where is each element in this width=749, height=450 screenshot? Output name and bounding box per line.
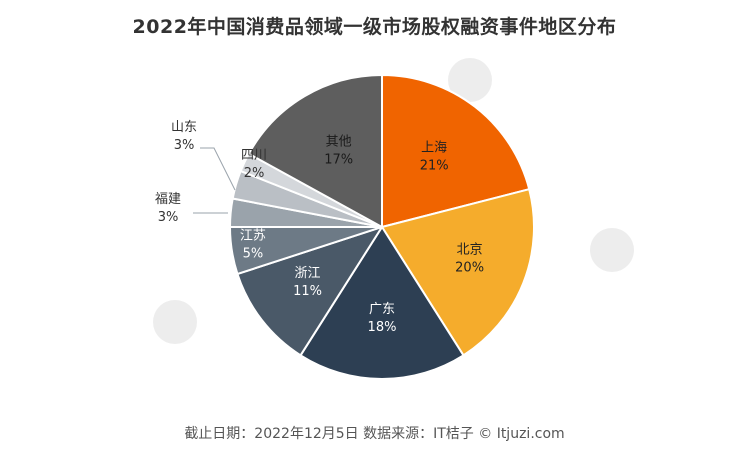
chart-title: 2022年中国消费品领域一级市场股权融资事件地区分布 — [132, 16, 617, 38]
pie-slice-浙江 — [236, 225, 385, 357]
slice-label-福建: 福建 — [155, 192, 181, 207]
pie-slice-上海 — [381, 73, 531, 229]
leader-line-山东 — [200, 147, 236, 191]
slice-value-广东: 18% — [368, 320, 397, 335]
pie-slice-其他 — [247, 73, 383, 229]
slice-label-其他: 其他 — [326, 135, 352, 150]
slice-label-北京: 北京 — [457, 243, 483, 258]
slice-value-四川: 2% — [244, 166, 265, 181]
slice-label-山东: 山东 — [171, 120, 197, 135]
slice-label-上海: 上海 — [421, 141, 447, 156]
pie-slice-北京 — [380, 187, 535, 357]
slice-value-江苏: 5% — [243, 246, 264, 261]
slice-label-江苏: 江苏 — [240, 227, 266, 243]
slice-value-浙江: 11% — [293, 284, 322, 299]
slice-value-北京: 20% — [455, 261, 484, 276]
watermark — [153, 58, 634, 344]
footer-note: 截止日期：2022年12月5日 数据来源：IT桔子 © Itjuzi.com — [184, 426, 565, 442]
slice-label-四川: 四川 — [241, 148, 267, 163]
slice-value-上海: 21% — [420, 159, 449, 174]
slice-label-浙江: 浙江 — [295, 266, 321, 281]
slice-label-广东: 广东 — [369, 302, 395, 317]
slice-value-山东: 3% — [174, 138, 195, 153]
slice-value-其他: 17% — [324, 153, 353, 168]
pie-slice-广东 — [299, 225, 465, 380]
slice-value-福建: 3% — [158, 210, 179, 225]
